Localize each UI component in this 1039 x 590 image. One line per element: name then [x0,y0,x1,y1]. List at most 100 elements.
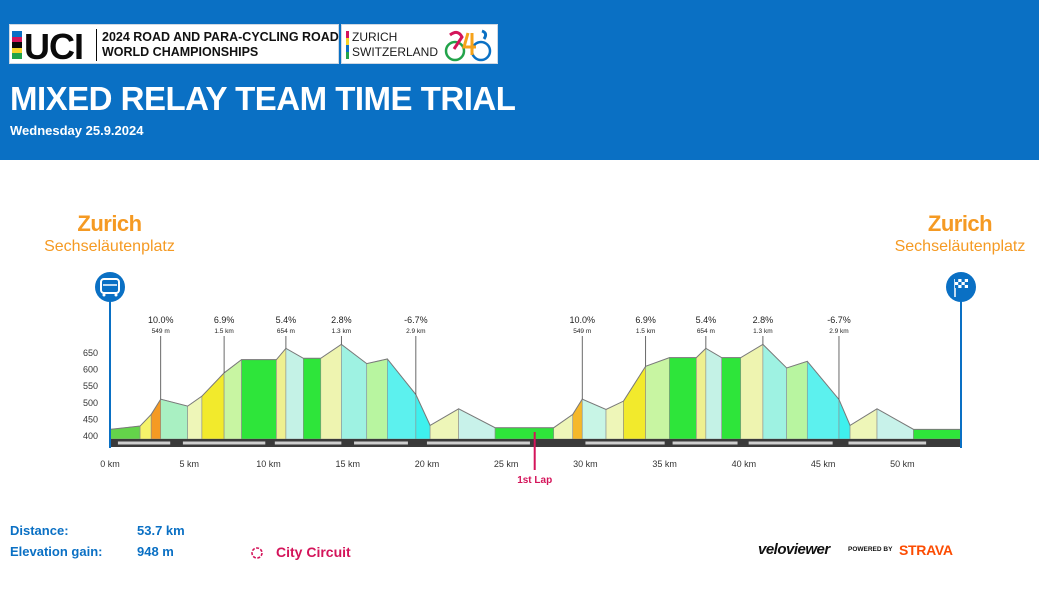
x-axis-ticks: 0 km 5 km 10 km 15 km 20 km 25 km 30 km 35 km 40… [100,459,914,469]
championship-line-2: WORLD CHAMPIONSHIPS [102,45,259,59]
climb-length: 654 m [277,328,295,335]
host-logo-box: ZURICH SWITZERLAND [341,24,498,64]
y-tick-label: 600 [83,365,98,375]
start-bus-icon [95,272,125,302]
profile-outline [109,343,961,430]
climb-length: 2.9 km [829,328,849,335]
logo-divider [96,29,97,61]
x-tick-label: 35 km [652,459,677,469]
uci-logo-box: UCI 2024 ROAD AND PARA-CYCLING ROAD WORL… [9,24,339,67]
distance-value: 53.7 km [137,523,185,538]
profile-segment [241,359,277,440]
x-tick-label: 5 km [179,459,199,469]
profile-segment [429,408,459,440]
climb-length: 1.3 km [332,328,352,335]
finish-venue: Sechseläutenplatz [894,238,1026,255]
profile-segment [740,343,764,440]
profile-segment [581,398,607,440]
climb-grade: 6.9% [214,315,235,325]
profile-segment [303,358,322,440]
y-tick-label: 650 [83,348,98,358]
profile-segment [913,429,962,440]
x-tick-label: 15 km [335,459,360,469]
uci-logo-text: UCI [24,26,84,67]
profile-segment [669,357,697,440]
climb-grade: 6.9% [635,315,656,325]
profile-segments [109,343,962,440]
profile-segment [605,400,624,440]
profile-segment [721,357,742,440]
x-tick-label: 40 km [732,459,757,469]
climb-length: 654 m [697,328,715,335]
x-tick-label: 10 km [256,459,281,469]
climb-grade: -6.7% [827,315,851,325]
finish-flag-icon [946,272,976,302]
climb-grade: 5.4% [276,315,297,325]
powered-by-text: POWERED BY [848,546,893,553]
profile-segment [572,398,583,440]
elevation-gain-label: Elevation gain: [10,544,103,559]
climb-length: 1.3 km [753,328,773,335]
profile-segment [415,394,431,440]
x-tick-label: 50 km [890,459,915,469]
profile-segment [786,360,808,440]
climb-grade: 2.8% [753,315,774,325]
climb-length: 1.5 km [214,328,234,335]
road-band [672,441,738,445]
profile-segment [762,343,787,440]
y-tick-label: 450 [83,414,98,424]
circuit-loop-icon [251,547,263,559]
climb-marker-lines [160,336,840,400]
profile-segment [320,343,342,440]
road-band [748,441,833,445]
x-tick-label: 30 km [573,459,598,469]
championship-line-1: 2024 ROAD AND PARA-CYCLING ROAD [102,30,339,44]
y-tick-label: 400 [83,431,98,441]
elevation-profile-chart: 400 450 500 550 600 650 0 km 5 km 10 km 15 km 20 … [83,272,976,486]
start-location: Zurich Sechseläutenplatz [22,211,197,256]
bicycle-24-logo-icon [444,29,492,62]
race-date: Wednesday 25.9.2024 [10,123,144,138]
y-tick-label: 500 [83,398,98,408]
y-tick-label: 550 [83,381,98,391]
finish-location: Zurich Sechseläutenplatz [875,211,1039,256]
profile-segment [187,395,203,440]
host-stripe-icon [346,31,349,59]
lap-marker-label: 1st Lap [517,475,552,486]
x-tick-label: 0 km [100,459,120,469]
profile-segment [806,360,840,440]
climb-length: 549 m [573,328,591,335]
climb-grade: 2.8% [331,315,352,325]
strava-logo: STRAVA [899,542,953,558]
profile-segment [553,413,574,440]
x-tick-label: 20 km [415,459,440,469]
profile-segment [494,427,555,440]
profile-segment [458,408,496,440]
road-band [117,441,171,445]
x-tick-label: 45 km [811,459,836,469]
host-country: SWITZERLAND [352,45,439,59]
climb-length: 2.9 km [406,328,426,335]
y-axis-ticks: 400 450 500 550 600 650 [83,348,98,441]
start-venue: Sechseläutenplatz [44,238,175,255]
veloviewer-logo: veloviewer [758,541,830,558]
profile-segment [201,372,225,440]
profile-segment [623,365,646,440]
profile-segment [276,347,287,440]
profile-segment [366,358,388,440]
race-title: MIXED RELAY TEAM TIME TRIAL [10,80,516,117]
profile-segment [645,357,670,440]
profile-segment [139,413,152,440]
climb-labels: 10.0% 549 m 6.9% 1.5 km 5.4% 654 m 2.8% 1.3 km -… [148,315,851,335]
road-band [182,441,266,445]
distance-label: Distance: [10,523,69,538]
climb-grade: 10.0% [569,315,595,325]
climb-length: 549 m [152,328,170,335]
profile-segment [150,398,162,440]
rainbow-stripes-icon [12,31,22,59]
finish-city: Zurich [927,211,993,236]
start-city: Zurich [77,211,142,236]
climb-grade: -6.7% [404,315,428,325]
profile-segment [387,358,417,440]
lap-marker: 1st Lap [517,432,552,486]
